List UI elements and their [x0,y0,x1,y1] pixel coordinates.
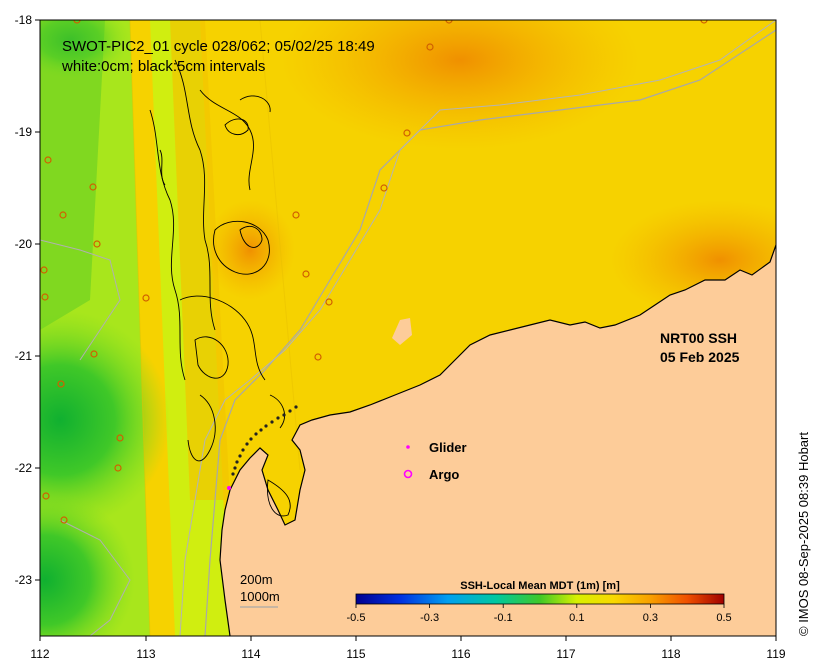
colorbar-tick: 0.1 [569,612,584,624]
glider-legend-icon [406,445,410,449]
colorbar-tick: -0.3 [420,612,439,624]
depth-legend-1000m: 1000m [240,589,280,604]
isobath-200m [204,29,776,636]
glider-track [231,405,298,476]
x-tick-label: 113 [136,647,155,661]
map-title: SWOT-PIC2_01 cycle 028/062; 05/02/25 18:… [62,38,375,55]
land-mass [220,245,776,636]
y-tick-label: -21 [15,349,33,363]
colorbar-title: SSH-Local Mean MDT (1m) [m] [460,580,620,592]
y-tick-label: -23 [15,573,33,587]
contours [149,59,291,517]
argo-legend-icon [403,469,413,479]
x-tick-label: 112 [30,647,49,661]
map-subtitle: white:0cm; black:5cm intervals [61,58,265,75]
colorbar: SSH-Local Mean MDT (1m) [m] -0.5 -0.3 -0… [347,580,732,624]
map-frame [39,19,777,637]
argo-floats [40,20,708,524]
depth-legend-200m: 200m [240,572,273,587]
x-tick-label: 119 [766,647,785,661]
colorbar-tick: -0.5 [347,612,366,624]
product-label: NRT00 SSH [660,330,737,346]
x-tick-label: 114 [241,647,260,661]
y-tick-label: -19 [15,125,33,139]
argo-legend-label: Argo [429,467,459,482]
credit-text: © IMOS 08-Sep-2025 08:39 Hobart [796,432,811,636]
y-tick-label: -18 [15,13,33,27]
x-tick-label: 117 [556,647,575,661]
product-date: 05 Feb 2025 [660,349,740,365]
x-tick-label: 115 [346,647,365,661]
glider-legend-label: Glider [429,440,467,455]
y-tick-label: -22 [15,461,33,475]
glider-position-marker[interactable] [227,486,231,490]
y-tick-label: -20 [15,237,33,251]
x-tick-label: 118 [661,647,680,661]
colorbar-tick: -0.1 [494,612,513,624]
x-tick-label: 116 [451,647,470,661]
colorbar-tick: 0.3 [643,612,658,624]
colorbar-tick: 0.5 [716,612,731,624]
